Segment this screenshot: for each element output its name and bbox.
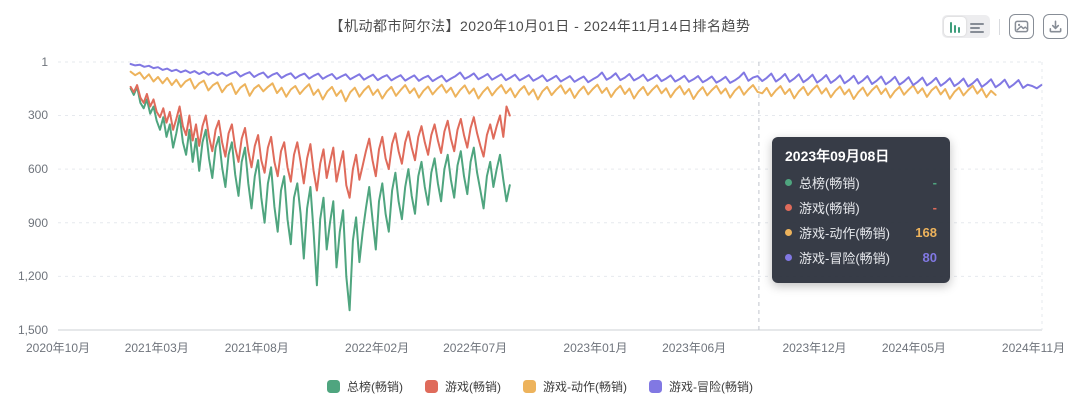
download-icon [1049, 20, 1062, 33]
series-line-games-adventure-bestseller [129, 63, 1043, 90]
x-axis-label: 2023年01月 [563, 341, 628, 355]
bar-chart-toggle-button[interactable] [944, 17, 966, 36]
list-view-toggle-button[interactable] [966, 17, 988, 36]
tooltip-row-value: - [932, 200, 937, 215]
x-axis-label: 2023年12月 [782, 341, 847, 355]
legend-marker-icon [327, 380, 340, 393]
tooltip-row: 游戏-动作(畅销) 168 [785, 223, 937, 242]
tooltip-row: 游戏-冒险(畅销) 80 [785, 248, 937, 267]
tooltip-row-value: 168 [915, 225, 937, 240]
chart-type-toggle [942, 15, 990, 38]
legend-label: 游戏-动作(畅销) [543, 380, 627, 394]
legend-marker-icon [649, 380, 662, 393]
download-button[interactable] [1043, 14, 1068, 39]
export-image-button[interactable] [1009, 14, 1034, 39]
legend-item-games-action-bestseller[interactable]: 游戏-动作(畅销) [523, 378, 627, 395]
x-axis-label: 2024年11月 [1001, 341, 1066, 355]
tooltip-row-label: 总榜(畅销) [799, 176, 860, 191]
tooltip-row-value: - [932, 175, 937, 190]
y-axis-label: 1 [41, 55, 48, 69]
legend-item-overall-bestseller[interactable]: 总榜(畅销) [327, 378, 403, 395]
legend: 总榜(畅销) 游戏(畅销) 游戏-动作(畅销) 游戏-冒险(畅销) [0, 378, 1080, 395]
legend-label: 总榜(畅销) [347, 380, 403, 394]
tooltip-row: 游戏(畅销) - [785, 198, 937, 217]
export-image-icon [1014, 20, 1029, 33]
series-dot-icon [785, 204, 792, 211]
tooltip-date: 2023年09月08日 [785, 148, 890, 164]
series-line-games-action-bestseller [129, 70, 997, 103]
toolbar-divider [999, 18, 1000, 35]
x-axis-label: 2021年08月 [224, 341, 289, 355]
tooltip-row-label: 游戏-冒险(畅销) [799, 251, 890, 266]
series-dot-icon [785, 179, 792, 186]
tooltip-row-value: 80 [922, 250, 937, 265]
series-dot-icon [785, 229, 792, 236]
x-axis-label: 2020年10月 [25, 341, 91, 355]
tooltip-row: 总榜(畅销) - [785, 173, 937, 192]
y-axis-label: 600 [27, 162, 48, 177]
chart-toolbar [942, 14, 1068, 39]
x-axis-label: 2023年06月 [662, 341, 727, 355]
chart-title: 【机动都市阿尔法】2020年10月01日 - 2024年11月14日排名趋势 [329, 18, 751, 34]
series-dot-icon [785, 254, 792, 261]
list-view-toggle-icon [970, 22, 984, 33]
x-axis-label: 2022年02月 [345, 341, 410, 355]
y-axis-label: 1,500 [17, 323, 48, 337]
x-axis-label: 2022年07月 [443, 341, 508, 355]
legend-label: 游戏(畅销) [445, 380, 501, 394]
legend-item-games-adventure-bestseller[interactable]: 游戏-冒险(畅销) [649, 378, 753, 395]
legend-marker-icon [523, 380, 536, 393]
y-axis-label: 900 [27, 215, 48, 230]
x-axis-label: 2024年05月 [881, 341, 946, 355]
x-axis-label: 2021年03月 [124, 341, 189, 355]
y-axis-label: 300 [27, 108, 48, 123]
tooltip-row-label: 游戏(畅销) [799, 201, 860, 216]
tooltip: 2023年09月08日 总榜(畅销) - 游戏(畅销) - 游戏-动作(畅销) … [772, 137, 950, 283]
legend-item-games-bestseller[interactable]: 游戏(畅销) [425, 378, 501, 395]
tooltip-row-label: 游戏-动作(畅销) [799, 226, 890, 241]
legend-marker-icon [425, 380, 438, 393]
series-line-games-bestseller [129, 84, 511, 199]
legend-label: 游戏-冒险(畅销) [669, 380, 753, 394]
y-axis-label: 1,200 [17, 269, 48, 284]
series-line-overall-bestseller [129, 85, 511, 312]
bar-chart-toggle-icon [950, 21, 960, 33]
